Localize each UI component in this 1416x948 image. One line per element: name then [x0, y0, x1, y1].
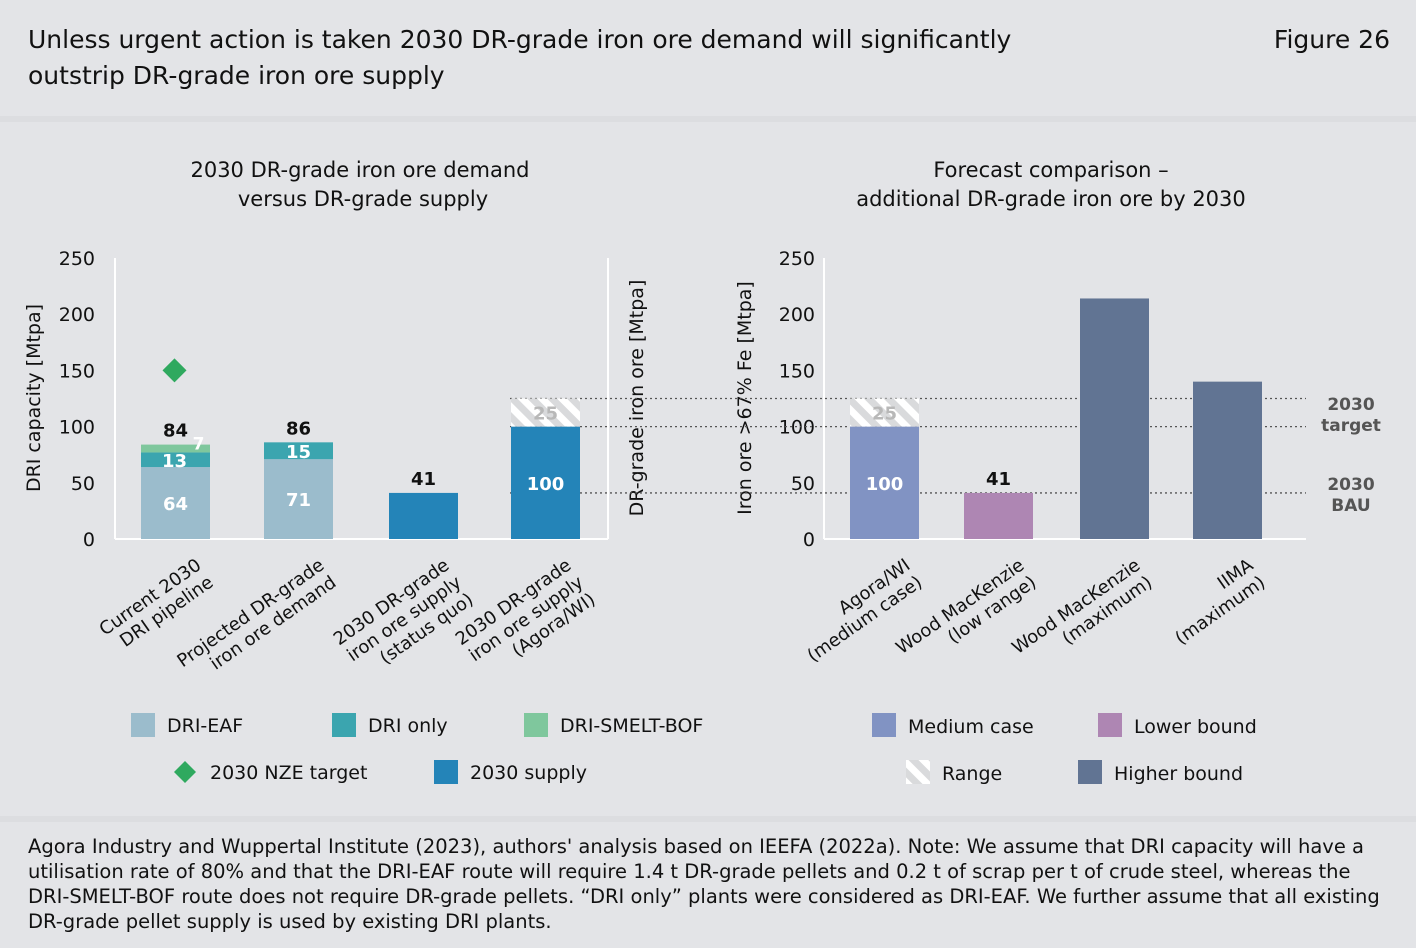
- x-tick-label: 2030 DR-gradeiron ore supply(Agora/WI): [452, 555, 600, 685]
- left-chart-title-line-2: versus DR-grade supply: [238, 187, 488, 211]
- data-label: 7: [193, 434, 205, 454]
- bar-segment: [511, 398, 580, 427]
- bar: [964, 492, 1033, 539]
- bar-segment: [264, 442, 333, 460]
- bar-segment: [511, 426, 580, 539]
- title-line-2: outstrip DR-grade iron ore supply: [28, 61, 445, 90]
- legend-label: Medium case: [908, 716, 1034, 738]
- right-chart-title-line-2: additional DR-grade iron ore by 2030: [856, 187, 1246, 211]
- left-y-tick-label: 200: [59, 304, 95, 326]
- bar-segment: [141, 452, 210, 468]
- legend-label: Range: [942, 763, 1002, 785]
- legend-swatch: [434, 760, 458, 784]
- source-line-2: utilisation rate of 80% and that the DRI…: [28, 860, 1351, 883]
- bar: [1080, 298, 1149, 539]
- legend-label: 2030 NZE target: [210, 762, 367, 784]
- data-label: 100: [866, 474, 904, 495]
- legend-swatch: [1078, 760, 1102, 784]
- left-y-tick-label: 100: [59, 417, 95, 439]
- legend-label: Higher bound: [1114, 763, 1243, 785]
- left-y-tick-label: 150: [59, 360, 95, 382]
- bar-segment: [141, 444, 210, 453]
- total-label: 41: [411, 469, 436, 490]
- data-label: 41: [986, 469, 1011, 490]
- right-y-tick-label: 150: [779, 360, 815, 382]
- legend-label: DRI-EAF: [167, 715, 243, 737]
- legend-label: Lower bound: [1134, 716, 1257, 738]
- legend-swatch: [174, 761, 196, 783]
- legend-label: DRI only: [368, 715, 448, 737]
- total-label: 86: [286, 418, 311, 439]
- source-line-4: DR-grade pellet supply is used by existi…: [28, 910, 552, 933]
- left-y-tick-label: 0: [83, 529, 95, 551]
- bar: [850, 426, 919, 539]
- data-label: 13: [162, 451, 187, 472]
- chart-panel: [0, 122, 1416, 816]
- right-y-tick-label: 200: [779, 304, 815, 326]
- right-y-tick-label: 250: [779, 248, 815, 270]
- range-bar: [850, 398, 919, 427]
- annotation-target-line-2: target: [1321, 416, 1381, 436]
- total-label: 84: [163, 421, 188, 442]
- legend-swatch: [332, 713, 356, 737]
- right-y-tick-label: 50: [791, 473, 815, 495]
- data-label: 64: [163, 494, 188, 515]
- annotation-bau-line-2: BAU: [1331, 496, 1370, 516]
- legend-swatch: [524, 713, 548, 737]
- x-tick-label: IIMA(maximum): [1159, 554, 1269, 649]
- left-y-axis-title: DRI capacity [Mtpa]: [23, 304, 45, 492]
- title-line-1: Unless urgent action is taken 2030 DR-gr…: [28, 25, 1012, 54]
- left-y-tick-label: 250: [59, 248, 95, 270]
- legend-swatch: [1098, 713, 1122, 737]
- source-note: Agora Industry and Wuppertal Institute (…: [28, 834, 1388, 934]
- legend-label: DRI-SMELT-BOF: [560, 715, 703, 737]
- bar-segment: [141, 467, 210, 539]
- data-label: 25: [533, 404, 558, 425]
- left-y-tick-label: 50: [71, 473, 95, 495]
- source-line-1: Agora Industry and Wuppertal Institute (…: [28, 835, 1364, 858]
- annotation-bau-line-1: 2030: [1327, 475, 1374, 495]
- legend-label: 2030 supply: [470, 762, 587, 784]
- x-tick-label: Wood MacKenzie(maximum): [1008, 555, 1156, 676]
- header: Unless urgent action is taken 2030 DR-gr…: [0, 0, 1416, 116]
- right-y-tick-label: 0: [803, 529, 815, 551]
- source-line-3: DRI-SMELT-BOF route does not require DR-…: [28, 885, 1380, 908]
- data-label: 100: [527, 474, 565, 495]
- legend-swatch: [872, 713, 896, 737]
- right-y-tick-label: 100: [779, 417, 815, 439]
- legend-swatch: [131, 713, 155, 737]
- legend-swatch: [906, 760, 930, 784]
- bar-segment: [264, 459, 333, 539]
- data-label: 15: [286, 442, 311, 463]
- left-chart-title-line-1: 2030 DR-grade iron ore demand: [190, 158, 529, 182]
- annotation-target-line-1: 2030: [1327, 395, 1374, 415]
- nze-target-marker: [162, 358, 187, 383]
- chart-marks: 0501001502002500501001502002506413784Cur…: [59, 248, 1306, 785]
- bar-segment: [389, 492, 458, 539]
- footer: Agora Industry and Wuppertal Institute (…: [0, 822, 1416, 948]
- data-label: 25: [872, 404, 897, 425]
- figure-label: Figure 26: [1273, 25, 1390, 54]
- bar: [1193, 381, 1262, 539]
- data-label: 71: [286, 490, 311, 511]
- page-title: Unless urgent action is taken 2030 DR-gr…: [28, 22, 1128, 94]
- right-chart-title-line-1: Forecast comparison –: [933, 158, 1168, 182]
- x-tick-label: 2030 DR-gradeiron ore supply(status quo): [330, 555, 478, 685]
